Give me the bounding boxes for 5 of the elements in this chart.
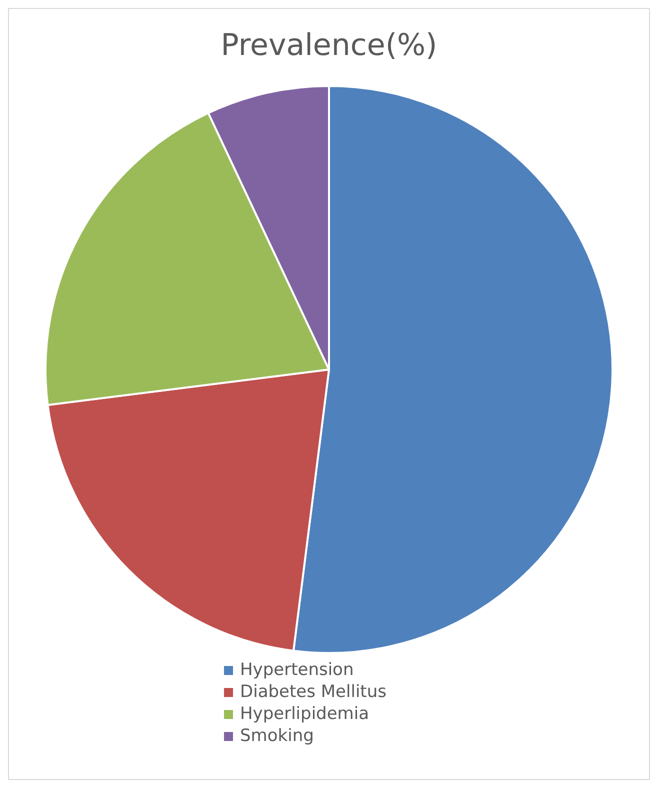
legend-label: Smoking [240, 725, 314, 747]
legend-label: Hypertension [240, 659, 354, 681]
legend-label: Diabetes Mellitus [240, 681, 386, 703]
legend-label: Hyperlipidemia [240, 703, 369, 725]
chart-title: Prevalence(%) [220, 28, 438, 63]
